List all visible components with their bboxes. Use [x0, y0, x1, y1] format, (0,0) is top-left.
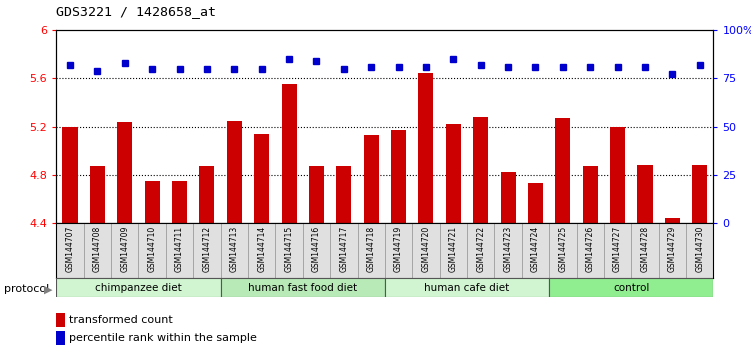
- Bar: [467, 223, 494, 278]
- Bar: [391, 130, 406, 223]
- Text: GSM144718: GSM144718: [366, 226, 376, 272]
- FancyBboxPatch shape: [549, 278, 713, 297]
- Text: GSM144722: GSM144722: [476, 226, 485, 272]
- Bar: [549, 223, 577, 278]
- Text: transformed count: transformed count: [69, 315, 173, 325]
- Bar: [166, 223, 193, 278]
- Text: GSM144709: GSM144709: [120, 226, 129, 272]
- FancyBboxPatch shape: [385, 278, 549, 297]
- Text: GSM144712: GSM144712: [203, 226, 212, 272]
- Text: GSM144716: GSM144716: [312, 226, 321, 272]
- Text: percentile rank within the sample: percentile rank within the sample: [69, 333, 257, 343]
- Text: GSM144707: GSM144707: [65, 226, 74, 272]
- Text: GSM144729: GSM144729: [668, 226, 677, 272]
- Text: GSM144727: GSM144727: [613, 226, 622, 272]
- Text: protocol: protocol: [4, 284, 49, 294]
- Bar: [418, 74, 433, 223]
- Bar: [659, 223, 686, 278]
- Text: control: control: [613, 282, 650, 293]
- FancyBboxPatch shape: [56, 278, 221, 297]
- FancyBboxPatch shape: [221, 278, 385, 297]
- Bar: [385, 223, 412, 278]
- Bar: [303, 223, 330, 278]
- Bar: [145, 181, 160, 223]
- Bar: [276, 223, 303, 278]
- Bar: [199, 166, 215, 223]
- Bar: [282, 84, 297, 223]
- Bar: [604, 223, 632, 278]
- Bar: [610, 126, 625, 223]
- Bar: [172, 181, 187, 223]
- Bar: [248, 223, 276, 278]
- Bar: [665, 218, 680, 223]
- Bar: [357, 223, 385, 278]
- Bar: [555, 118, 571, 223]
- Bar: [692, 165, 707, 223]
- Bar: [138, 223, 166, 278]
- Text: chimpanzee diet: chimpanzee diet: [95, 282, 182, 293]
- Text: GSM144708: GSM144708: [93, 226, 102, 272]
- Bar: [439, 223, 467, 278]
- Bar: [83, 223, 111, 278]
- Bar: [528, 183, 543, 223]
- Text: GSM144728: GSM144728: [641, 226, 650, 272]
- Bar: [473, 117, 488, 223]
- Bar: [583, 166, 598, 223]
- Bar: [686, 223, 713, 278]
- Text: human fast food diet: human fast food diet: [248, 282, 357, 293]
- Text: GSM144726: GSM144726: [586, 226, 595, 272]
- Bar: [254, 134, 269, 223]
- Text: GDS3221 / 1428658_at: GDS3221 / 1428658_at: [56, 5, 216, 18]
- Text: GSM144720: GSM144720: [421, 226, 430, 272]
- Bar: [363, 135, 379, 223]
- Bar: [577, 223, 604, 278]
- Bar: [494, 223, 522, 278]
- Bar: [62, 126, 77, 223]
- Text: GSM144719: GSM144719: [394, 226, 403, 272]
- Text: GSM144711: GSM144711: [175, 226, 184, 272]
- Bar: [90, 166, 105, 223]
- Text: GSM144723: GSM144723: [504, 226, 513, 272]
- Bar: [632, 223, 659, 278]
- Bar: [336, 166, 351, 223]
- Text: GSM144725: GSM144725: [558, 226, 567, 272]
- Bar: [638, 165, 653, 223]
- Bar: [221, 223, 248, 278]
- Bar: [117, 122, 132, 223]
- Text: GSM144730: GSM144730: [695, 226, 704, 272]
- Bar: [522, 223, 549, 278]
- Bar: [227, 120, 242, 223]
- Bar: [56, 223, 83, 278]
- Bar: [501, 172, 516, 223]
- Bar: [111, 223, 138, 278]
- Text: GSM144714: GSM144714: [257, 226, 266, 272]
- Text: ▶: ▶: [44, 284, 52, 294]
- Text: GSM144715: GSM144715: [285, 226, 294, 272]
- Text: GSM144721: GSM144721: [449, 226, 458, 272]
- Text: human cafe diet: human cafe diet: [424, 282, 510, 293]
- Bar: [412, 223, 439, 278]
- Bar: [446, 124, 461, 223]
- Text: GSM144724: GSM144724: [531, 226, 540, 272]
- Text: GSM144717: GSM144717: [339, 226, 348, 272]
- Bar: [193, 223, 221, 278]
- Bar: [330, 223, 357, 278]
- Text: GSM144710: GSM144710: [148, 226, 157, 272]
- Bar: [309, 166, 324, 223]
- Text: GSM144713: GSM144713: [230, 226, 239, 272]
